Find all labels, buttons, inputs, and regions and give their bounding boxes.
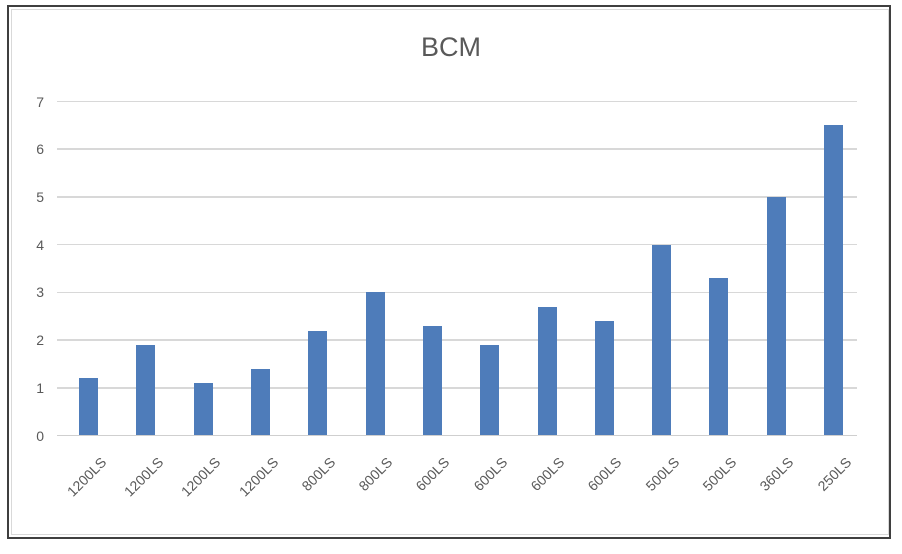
gridline [57, 387, 857, 389]
y-axis-tick-label: 2 [36, 332, 44, 349]
y-axis-tick-label: 4 [36, 236, 44, 253]
gridline [57, 243, 857, 246]
chart-container [11, 9, 889, 535]
gridline [57, 291, 857, 294]
y-axis-tick-label: 1 [36, 379, 44, 396]
bar [766, 196, 786, 436]
y-axis-tick-label: 6 [36, 141, 44, 158]
bar [480, 344, 500, 436]
gridline [57, 196, 857, 198]
bar [652, 244, 672, 436]
gridline [57, 100, 857, 103]
bar [537, 306, 557, 436]
bar [422, 325, 442, 436]
bar [79, 378, 99, 436]
y-axis-tick-label: 5 [36, 188, 44, 205]
bar [365, 292, 385, 436]
chart-title: BCM [421, 32, 481, 62]
bar [136, 344, 156, 436]
gridline [57, 148, 857, 150]
bar [308, 330, 328, 436]
bar [251, 368, 271, 436]
gridline [57, 339, 857, 341]
y-axis-tick-label: 0 [36, 427, 44, 444]
bar [193, 383, 213, 436]
y-axis-tick-label: 7 [36, 93, 44, 110]
y-axis-tick-label: 3 [36, 284, 44, 301]
bar [709, 278, 729, 436]
x-axis-line [57, 434, 857, 437]
bar [594, 320, 614, 436]
bar [824, 125, 844, 436]
